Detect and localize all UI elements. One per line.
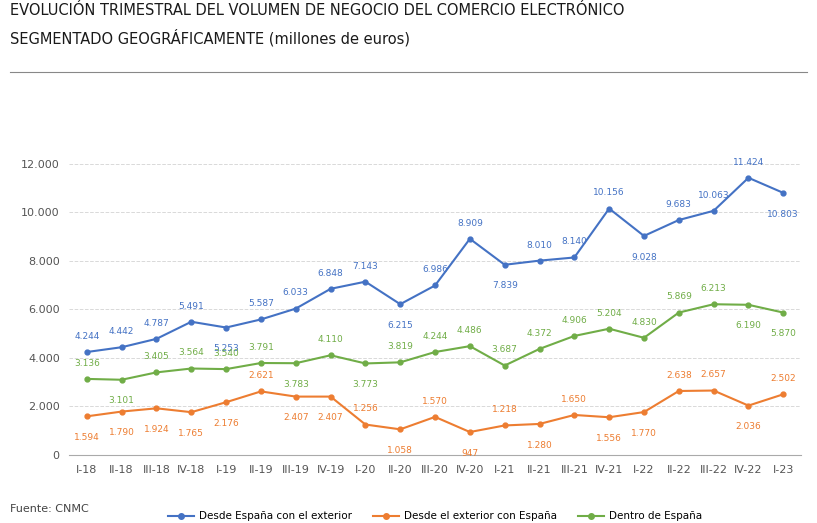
Text: 6.215: 6.215 [387,321,413,330]
Text: SEGMENTADO GEOGRÁFICAMENTE (millones de euros): SEGMENTADO GEOGRÁFICAMENTE (millones de … [10,29,410,46]
Text: 9.683: 9.683 [666,200,692,209]
Text: 1.218: 1.218 [492,405,517,414]
Text: 10.803: 10.803 [767,210,799,219]
Text: 2.407: 2.407 [283,413,309,422]
Text: 9.028: 9.028 [631,253,657,262]
Text: 8.010: 8.010 [527,241,552,249]
Text: 5.204: 5.204 [596,309,622,317]
Text: Fuente: CNMC: Fuente: CNMC [10,504,88,514]
Text: 4.906: 4.906 [561,316,587,325]
Text: 1.570: 1.570 [422,397,448,406]
Text: 1.650: 1.650 [561,395,587,404]
Text: 1.256: 1.256 [353,404,378,413]
Text: 947: 947 [462,449,479,458]
Text: 4.110: 4.110 [318,335,343,344]
Text: 4.244: 4.244 [422,332,448,341]
Text: 7.143: 7.143 [353,262,378,270]
Text: 3.773: 3.773 [352,380,378,389]
Text: 6.986: 6.986 [422,265,448,275]
Text: 4.442: 4.442 [109,327,134,336]
Text: 5.491: 5.491 [178,302,204,311]
Text: 1.556: 1.556 [596,434,622,443]
Text: 2.407: 2.407 [318,413,343,422]
Text: 2.621: 2.621 [248,371,274,380]
Text: 10.063: 10.063 [698,191,730,200]
Text: 8.140: 8.140 [561,237,587,246]
Text: 3.687: 3.687 [492,345,518,355]
Text: 4.244: 4.244 [74,332,100,341]
Text: 6.213: 6.213 [701,284,726,293]
Text: 1.765: 1.765 [178,429,204,438]
Text: 2.502: 2.502 [770,374,796,383]
Text: 1.594: 1.594 [74,433,100,442]
Text: 1.058: 1.058 [387,446,413,455]
Text: 3.101: 3.101 [109,396,135,405]
Text: 3.783: 3.783 [283,380,309,389]
Text: 2.657: 2.657 [701,370,726,379]
Text: 2.176: 2.176 [213,419,239,428]
Text: 3.819: 3.819 [387,342,413,351]
Text: 1.770: 1.770 [631,429,657,438]
Text: 5.253: 5.253 [213,344,239,353]
Text: 2.036: 2.036 [735,422,761,431]
Text: 5.869: 5.869 [666,292,692,301]
Text: 3.564: 3.564 [178,348,204,357]
Text: EVOLUCIÓN TRIMESTRAL DEL VOLUMEN DE NEGOCIO DEL COMERCIO ELECTRÓNICO: EVOLUCIÓN TRIMESTRAL DEL VOLUMEN DE NEGO… [10,3,624,18]
Text: 5.587: 5.587 [248,299,274,309]
Text: 11.424: 11.424 [733,157,764,167]
Text: 6.190: 6.190 [735,322,761,331]
Text: 1.280: 1.280 [527,440,552,450]
Legend: Desde España con el exterior, Desde el exterior con España, Dentro de España: Desde España con el exterior, Desde el e… [163,507,707,523]
Text: 3.405: 3.405 [144,353,169,361]
Text: 8.909: 8.909 [457,219,483,228]
Text: 1.924: 1.924 [144,425,169,434]
Text: 4.486: 4.486 [457,326,483,335]
Text: 1.790: 1.790 [109,428,135,437]
Text: 10.156: 10.156 [593,188,625,198]
Text: 4.787: 4.787 [144,319,169,328]
Text: 5.870: 5.870 [770,329,797,338]
Text: 3.540: 3.540 [213,349,239,358]
Text: 3.791: 3.791 [248,343,274,352]
Text: 6.033: 6.033 [283,289,309,298]
Text: 4.372: 4.372 [527,329,552,338]
Text: 7.839: 7.839 [492,281,518,290]
Text: 6.848: 6.848 [318,269,343,278]
Text: 3.136: 3.136 [74,359,100,368]
Text: 4.830: 4.830 [631,317,657,327]
Text: 2.638: 2.638 [666,371,692,380]
